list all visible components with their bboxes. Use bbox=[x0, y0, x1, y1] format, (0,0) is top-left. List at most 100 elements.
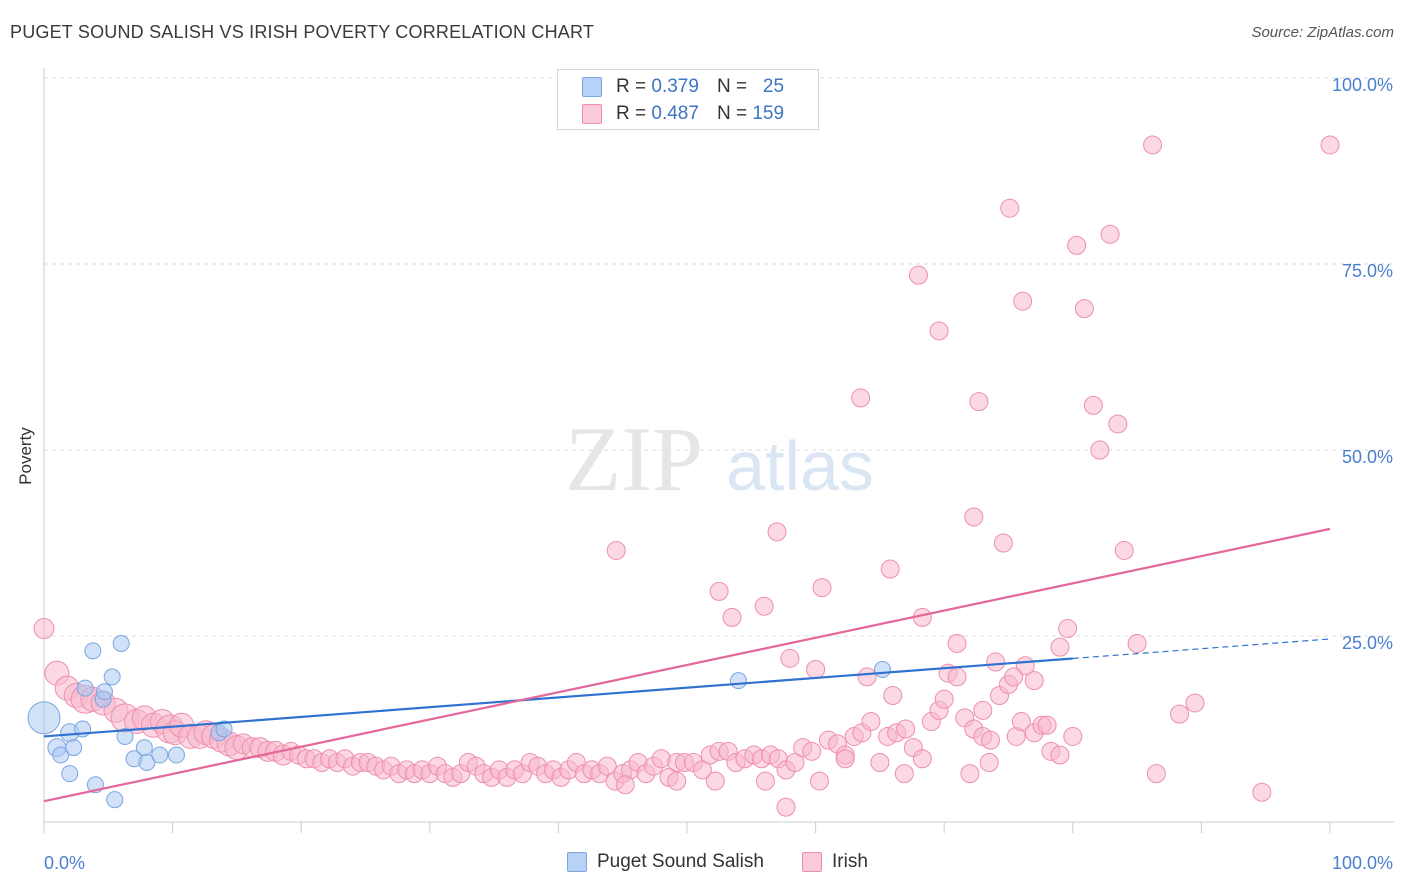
salish-trend-line bbox=[43, 657, 1073, 738]
legend-label-salish: Puget Sound Salish bbox=[597, 851, 764, 872]
axes bbox=[43, 68, 1394, 833]
irish-point bbox=[1013, 291, 1033, 311]
irish-point bbox=[615, 775, 635, 795]
irish-point bbox=[1037, 715, 1057, 735]
salish-point bbox=[61, 765, 79, 783]
salish-point bbox=[106, 791, 124, 809]
irish-point bbox=[912, 749, 932, 769]
irish-point bbox=[722, 607, 742, 627]
correlation-legend: R = 0.379 N = 25 R = 0.487 N = 159 bbox=[557, 69, 819, 130]
irish-points bbox=[33, 135, 1340, 817]
irish-point bbox=[780, 648, 800, 668]
trend-lines bbox=[43, 527, 1331, 803]
irish-point bbox=[606, 540, 626, 560]
irish-point bbox=[755, 771, 775, 791]
irish-point bbox=[1063, 726, 1083, 746]
irish-point bbox=[835, 749, 855, 769]
salish-point bbox=[27, 701, 61, 735]
n-value: 159 bbox=[752, 103, 785, 124]
irish-point bbox=[929, 321, 949, 341]
irish-point bbox=[705, 771, 725, 791]
salish-point bbox=[76, 679, 94, 697]
legend-item-salish[interactable]: Puget Sound Salish bbox=[567, 851, 764, 873]
irish-point bbox=[960, 764, 980, 784]
n-label: N = bbox=[716, 103, 748, 124]
salish-point bbox=[135, 739, 153, 757]
irish-point bbox=[1143, 135, 1163, 155]
irish-point bbox=[1074, 299, 1094, 319]
irish-trend-line bbox=[43, 527, 1331, 803]
irish-point bbox=[1170, 704, 1190, 724]
irish-point bbox=[1090, 440, 1110, 460]
irish-point bbox=[1011, 712, 1031, 732]
irish-point bbox=[1083, 395, 1103, 415]
salish-point bbox=[215, 720, 233, 738]
irish-point bbox=[1320, 135, 1340, 155]
salish-swatch bbox=[582, 77, 602, 97]
watermark: ZIP atlas bbox=[565, 408, 874, 510]
irish-point bbox=[754, 596, 774, 616]
irish-point bbox=[1050, 637, 1070, 657]
irish-point bbox=[896, 719, 916, 739]
irish-point bbox=[979, 752, 999, 772]
salish-swatch bbox=[567, 852, 587, 872]
irish-point bbox=[870, 752, 890, 772]
irish-point bbox=[947, 633, 967, 653]
salish-point bbox=[52, 746, 70, 764]
irish-swatch bbox=[582, 104, 602, 124]
irish-point bbox=[1108, 414, 1128, 434]
irish-point bbox=[802, 741, 822, 761]
source-label: Source: ZipAtlas.com bbox=[1251, 24, 1394, 41]
watermark-atlas: atlas bbox=[726, 427, 874, 505]
salish-point bbox=[729, 672, 747, 690]
irish-point bbox=[964, 507, 984, 527]
irish-point bbox=[785, 752, 805, 772]
salish-point bbox=[151, 746, 169, 764]
irish-point bbox=[861, 712, 881, 732]
r-value: 0.379 bbox=[651, 76, 699, 97]
irish-point bbox=[1000, 198, 1020, 218]
irish-point bbox=[809, 771, 829, 791]
r-label: R = bbox=[616, 103, 647, 124]
irish-point bbox=[692, 760, 712, 780]
salish-point bbox=[138, 753, 156, 771]
irish-point bbox=[667, 771, 687, 791]
irish-point bbox=[33, 618, 55, 640]
irish-point bbox=[776, 797, 796, 817]
irish-point bbox=[1050, 745, 1070, 765]
legend-row-irish: R = 0.487 N = 159 bbox=[558, 101, 784, 127]
gridlines bbox=[44, 77, 1394, 637]
irish-point bbox=[973, 700, 993, 720]
irish-point bbox=[851, 388, 871, 408]
irish-point bbox=[894, 764, 914, 784]
irish-point bbox=[767, 522, 787, 542]
r-value: 0.487 bbox=[651, 103, 699, 124]
n-value: 25 bbox=[762, 76, 785, 97]
irish-point bbox=[857, 667, 877, 687]
series-legend: Puget Sound Salish Irish bbox=[0, 851, 1406, 879]
salish-point bbox=[103, 668, 121, 686]
y-tick-label: 25.0% bbox=[1342, 633, 1393, 653]
irish-point bbox=[883, 686, 903, 706]
irish-point bbox=[908, 265, 928, 285]
irish-point bbox=[709, 581, 729, 601]
y-tick-label: 50.0% bbox=[1342, 447, 1393, 467]
r-label: R = bbox=[616, 76, 647, 97]
salish-point bbox=[167, 746, 185, 764]
irish-point bbox=[993, 533, 1013, 553]
irish-point bbox=[1185, 693, 1205, 713]
irish-point bbox=[980, 730, 1000, 750]
irish-point bbox=[1004, 667, 1024, 687]
irish-point bbox=[934, 689, 954, 709]
y-tick-label: 100.0% bbox=[1332, 75, 1393, 95]
legend-item-irish[interactable]: Irish bbox=[802, 851, 868, 873]
chart-title: PUGET SOUND SALISH VS IRISH POVERTY CORR… bbox=[10, 22, 595, 42]
x-tick-label: 100.0% bbox=[1332, 853, 1393, 873]
irish-point bbox=[1024, 671, 1044, 691]
salish-point bbox=[116, 727, 134, 745]
irish-point bbox=[986, 652, 1006, 672]
irish-point bbox=[1067, 235, 1087, 255]
irish-point bbox=[806, 659, 826, 679]
salish-point bbox=[873, 660, 891, 678]
